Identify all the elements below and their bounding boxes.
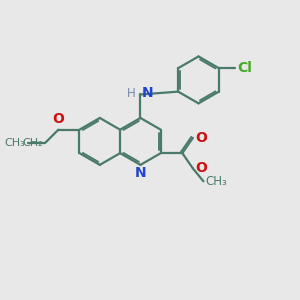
- Text: O: O: [195, 131, 207, 145]
- Text: CH₃: CH₃: [5, 138, 26, 148]
- Text: CH₂: CH₂: [22, 138, 43, 148]
- Text: O: O: [52, 112, 64, 126]
- Text: CH₃: CH₃: [206, 175, 227, 188]
- Text: N: N: [142, 86, 154, 100]
- Text: N: N: [135, 166, 146, 180]
- Text: H: H: [127, 87, 135, 100]
- Text: O: O: [195, 161, 207, 176]
- Text: Cl: Cl: [237, 61, 252, 75]
